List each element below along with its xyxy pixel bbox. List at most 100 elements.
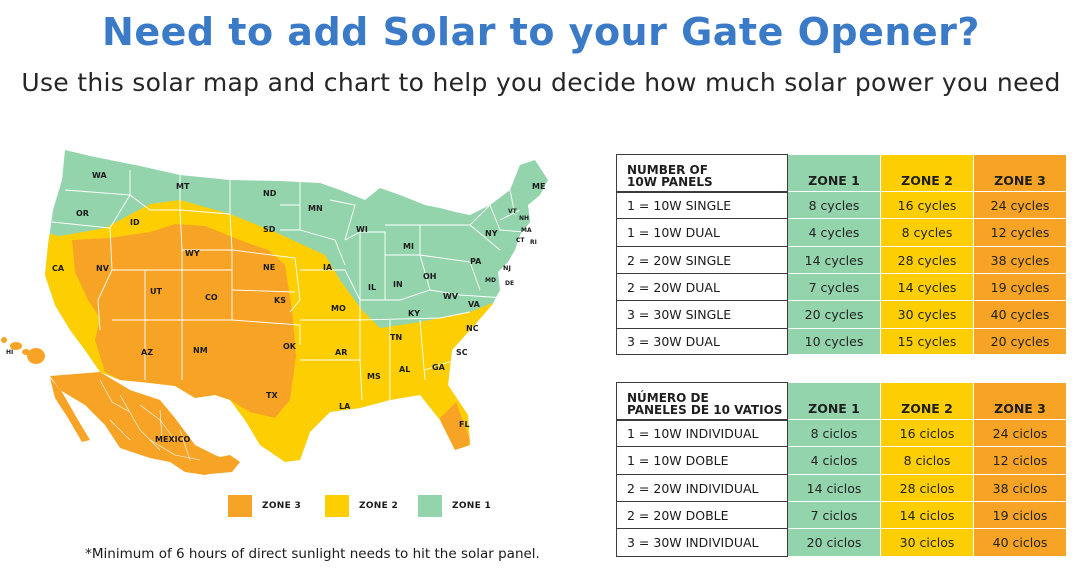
state-label-or: OR: [76, 209, 89, 218]
row-label: 2 = 20W DUAL: [616, 273, 788, 301]
legend-zone3: ZONE 3: [228, 494, 301, 518]
cell-zone2: 8 ciclos: [880, 446, 974, 475]
state-label-wa: WA: [92, 171, 107, 180]
row-label: 3 = 30W SINGLE: [616, 300, 788, 329]
state-labels: WA OR CA NV ID MT WY UT AZ CO NM ND SD N…: [6, 171, 545, 444]
cell-zone2: 30 ciclos: [880, 528, 974, 557]
column-header-panels: NUMBER OF 10W PANELS: [616, 154, 788, 193]
header-line-1: NUMBER OF: [627, 162, 708, 177]
legend-swatch-zone3: [228, 495, 252, 517]
state-label-ar: AR: [335, 348, 347, 357]
column-header-zone3: ZONE 3: [973, 382, 1067, 420]
table-row: 2 = 20W INDIVIDUAL 14 ciclos 28 ciclos 3…: [616, 474, 1067, 502]
cell-zone1: 14 ciclos: [787, 474, 881, 502]
cell-zone2: 16 cycles: [880, 191, 974, 219]
cell-zone1: 4 cycles: [787, 218, 881, 247]
table-row: 3 = 30W DUAL 10 cycles 15 cycles 20 cycl…: [616, 328, 1067, 355]
state-label-wv: WV: [443, 292, 459, 301]
state-label-pa: PA: [470, 257, 482, 266]
state-label-sc: SC: [456, 348, 468, 357]
state-label-mi: MI: [403, 242, 414, 251]
table-row: 3 = 30W INDIVIDUAL 20 ciclos 30 ciclos 4…: [616, 528, 1067, 557]
legend-zone1: ZONE 1: [418, 494, 491, 518]
state-label-va: VA: [468, 300, 481, 309]
column-header-zone2: ZONE 2: [880, 154, 974, 192]
state-label-az: AZ: [141, 348, 153, 357]
state-label-mn: MN: [308, 204, 323, 213]
header-line-1: NÚMERO DE: [627, 390, 709, 405]
state-label-id: ID: [130, 218, 140, 227]
state-label-sd: SD: [263, 225, 276, 234]
cell-zone2: 14 cycles: [880, 273, 974, 301]
cell-zone3: 20 cycles: [973, 328, 1067, 355]
page-title: Need to add Solar to your Gate Opener?: [102, 10, 980, 54]
mexico-label: MEXICO: [155, 435, 190, 444]
state-label-ne: NE: [263, 263, 275, 272]
state-label-ms: MS: [367, 372, 381, 381]
row-label: 2 = 20W DOBLE: [616, 501, 788, 529]
state-label-hi: HI: [6, 349, 13, 356]
row-label: 2 = 20W INDIVIDUAL: [616, 474, 788, 502]
column-header-zone1: ZONE 1: [787, 154, 881, 192]
state-label-ok: OK: [283, 342, 297, 351]
table-row: 1 = 10W DOBLE 4 ciclos 8 ciclos 12 ciclo…: [616, 446, 1067, 475]
state-label-ga: GA: [432, 363, 446, 372]
state-label-la: LA: [339, 402, 351, 411]
legend-swatch-zone1: [418, 495, 442, 517]
table-header-row: NUMBER OF 10W PANELS ZONE 1 ZONE 2 ZONE 3: [616, 154, 1067, 193]
state-label-ny: NY: [485, 229, 498, 238]
cell-zone3: 12 cycles: [973, 218, 1067, 247]
table-row: 2 = 20W SINGLE 14 cycles 28 cycles 38 cy…: [616, 246, 1067, 274]
yucatan: [205, 455, 240, 474]
footnote: *Minimum of 6 hours of direct sunlight n…: [85, 546, 540, 562]
state-label-co: CO: [205, 293, 218, 302]
table-row: 1 = 10W DUAL 4 cycles 8 cycles 12 cycles: [616, 218, 1067, 247]
baja-california: [50, 378, 90, 442]
state-label-ma: MA: [521, 227, 532, 234]
table-header-row: NÚMERO DE PANELES DE 10 VATIOS ZONE 1 ZON…: [616, 382, 1067, 421]
table-row: 1 = 10W INDIVIDUAL 8 ciclos 16 ciclos 24…: [616, 419, 1067, 447]
row-label: 1 = 10W DOBLE: [616, 446, 788, 475]
state-label-ia: IA: [323, 263, 333, 272]
table-row: 3 = 30W SINGLE 20 cycles 30 cycles 40 cy…: [616, 300, 1067, 329]
cell-zone1: 7 ciclos: [787, 501, 881, 529]
cell-zone2: 15 cycles: [880, 328, 974, 355]
state-label-ut: UT: [150, 287, 162, 296]
state-label-ca: CA: [52, 264, 65, 273]
table-row: 1 = 10W SINGLE 8 cycles 16 cycles 24 cyc…: [616, 191, 1067, 219]
zone3-region: [72, 224, 296, 418]
state-label-mo: MO: [331, 304, 346, 313]
cell-zone3: 40 ciclos: [973, 528, 1067, 557]
legend-zone2: ZONE 2: [325, 494, 398, 518]
cell-zone1: 4 ciclos: [787, 446, 881, 475]
cell-zone1: 14 cycles: [787, 246, 881, 274]
florida-zone3: [440, 402, 470, 460]
row-label: 3 = 30W DUAL: [616, 328, 788, 355]
column-header-zone1: ZONE 1: [787, 382, 881, 420]
row-label: 1 = 10W SINGLE: [616, 191, 788, 219]
state-label-ri: RI: [530, 239, 537, 246]
cell-zone1: 20 ciclos: [787, 528, 881, 557]
state-label-ct: CT: [516, 237, 525, 244]
cell-zone1: 8 cycles: [787, 191, 881, 219]
cell-zone2: 30 cycles: [880, 300, 974, 329]
cell-zone2: 14 ciclos: [880, 501, 974, 529]
table-row: 2 = 20W DUAL 7 cycles 14 cycles 19 cycle…: [616, 273, 1067, 301]
cell-zone3: 24 ciclos: [973, 419, 1067, 447]
page-subtitle: Use this solar map and chart to help you…: [21, 68, 1061, 97]
row-label: 3 = 30W INDIVIDUAL: [616, 528, 788, 557]
state-label-ky: KY: [408, 309, 420, 318]
state-label-fl: FL: [459, 420, 470, 429]
state-label-in: IN: [393, 280, 403, 289]
state-label-wi: WI: [356, 225, 368, 234]
state-label-me: ME: [532, 182, 545, 191]
state-label-nd: ND: [263, 189, 277, 198]
state-label-il: IL: [368, 283, 376, 292]
state-label-oh: OH: [423, 272, 437, 281]
legend-label-zone2: ZONE 2: [359, 501, 399, 511]
state-label-md: MD: [485, 277, 496, 284]
legend-swatch-zone2: [325, 495, 349, 517]
row-label: 1 = 10W DUAL: [616, 218, 788, 247]
cell-zone3: 38 ciclos: [973, 474, 1067, 502]
legend-label-zone3: ZONE 3: [262, 501, 302, 511]
